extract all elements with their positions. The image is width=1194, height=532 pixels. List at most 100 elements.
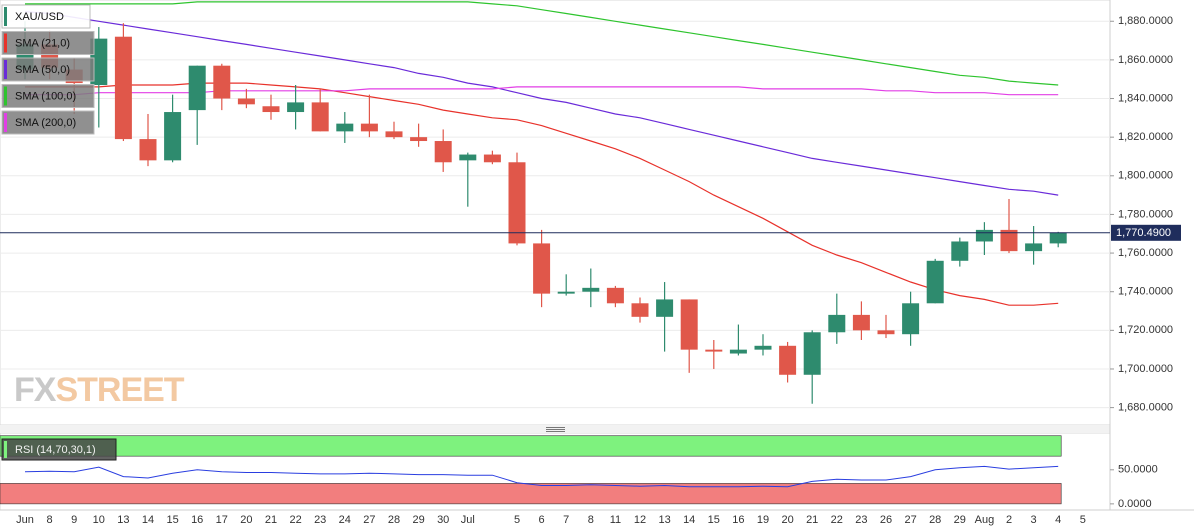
x-tick-label: 3 [1031,514,1037,526]
candle-body [1025,243,1043,252]
x-tick-label: Jun [16,514,34,526]
candle-body [754,345,772,350]
x-tick-label: 13 [117,514,129,526]
candle-body [852,314,870,331]
candle-body [459,154,477,161]
sma-line [25,1,1059,86]
candle-body [139,139,157,161]
y-tick-label: 50.0000 [1118,464,1158,476]
candle-body [656,299,674,317]
candle-body [360,123,378,132]
x-tick-label: 11 [610,514,621,526]
x-tick-label: 17 [216,514,228,526]
candle-body [434,141,452,163]
legend-swatch [4,33,7,53]
x-tick-label: 26 [880,514,892,526]
x-tick-label: 16 [191,514,203,526]
candle-body [926,260,944,304]
x-tick-label: Aug [975,514,995,526]
legend-box [1,4,91,29]
legend-box [1,84,95,108]
x-tick-label: 24 [339,514,351,526]
x-tick-label: 14 [142,514,154,526]
x-tick-label: 7 [563,514,569,526]
candle-body [902,303,920,335]
x-tick-label: 5 [1080,514,1086,526]
x-tick-label: 2 [1006,514,1012,526]
rsi-title: RSI (14,70,30,1) [15,444,96,456]
legend-swatch [4,7,7,26]
legend: XAU/USD SMA (21,0) SMA (50,0) SMA (100,0) SM… [1,4,117,461]
candle-body [705,349,723,352]
marks: 1,680.0000 1,700.0000 1,720.0000 1,740.0000… [0,1,1181,526]
x-tick-label: 15 [708,514,720,526]
legend-swatch [4,86,7,106]
legend-swatch [4,60,7,79]
x-tick-label: 22 [831,514,843,526]
x-tick-label: 13 [658,514,670,526]
y-tick-label: 1,780.0000 [1118,208,1173,220]
legend-label: SMA (50,0) [15,64,70,76]
candle-body [188,65,206,111]
x-tick-label: 23 [855,514,867,526]
y-tick-label: 0.0000 [1118,498,1152,510]
x-tick-label: 27 [363,514,375,526]
x-tick-label: 29 [954,514,966,526]
x-tick-label: 15 [166,514,178,526]
candle-body [311,102,329,132]
y-tick-label: 1,820.0000 [1118,131,1173,143]
sma-line [24,11,1059,196]
candle-body [164,112,182,161]
candle-body [237,98,255,105]
rsi-band [0,483,1062,505]
legend-box [1,31,95,55]
candle-body [1049,232,1067,244]
x-tick-label: 29 [412,514,424,526]
watermark-suffix: STREET [55,371,184,409]
candle-body [213,65,231,99]
legend-label: XAU/USD [15,11,64,23]
candle-body [483,154,501,163]
y-tick-label: 1,800.0000 [1118,170,1173,182]
x-tick-label: 10 [93,514,105,526]
rsi-band [0,435,1062,457]
candle-body [1000,229,1018,252]
x-tick-label: 21 [806,514,818,526]
x-tick-label: 5 [514,514,520,526]
rsi-line [24,465,1059,488]
candle-body [606,287,624,304]
x-tick-label: 20 [781,514,793,526]
legend-box [1,57,95,82]
x-tick-label: 9 [71,514,77,526]
last-price-label: 1,770.4900 [1116,227,1171,239]
x-tick-label: 12 [634,514,646,526]
candle-body [803,332,821,375]
y-tick-label: 1,740.0000 [1118,286,1173,298]
x-tick-label: 14 [683,514,695,526]
last-price-tag [1111,224,1181,241]
x-tick-label: Jul [461,514,475,526]
rsi-swatch [4,441,7,458]
legend-label: SMA (200,0) [15,117,76,129]
watermark: FXSTREET [14,371,185,409]
x-tick-label: 22 [289,514,301,526]
x-tick-label: 27 [904,514,916,526]
x-tick-label: 16 [732,514,744,526]
legend-label: SMA (21,0) [15,37,70,49]
x-tick-label: 6 [539,514,545,526]
y-tick-label: 1,840.0000 [1118,92,1173,104]
y-tick-label: 1,760.0000 [1118,247,1173,259]
x-tick-label: 21 [265,514,277,526]
candle-body [828,314,846,333]
candle-body [729,349,747,354]
x-tick-label: 20 [240,514,252,526]
x-tick-label: 30 [437,514,449,526]
x-tick-label: 8 [47,514,53,526]
candle-body [508,162,526,244]
watermark-prefix: FX [14,371,57,409]
candle-body [779,345,797,375]
y-tick-label: 1,880.0000 [1118,15,1173,27]
y-tick-label: 1,700.0000 [1118,363,1173,375]
candle-body [262,106,280,113]
